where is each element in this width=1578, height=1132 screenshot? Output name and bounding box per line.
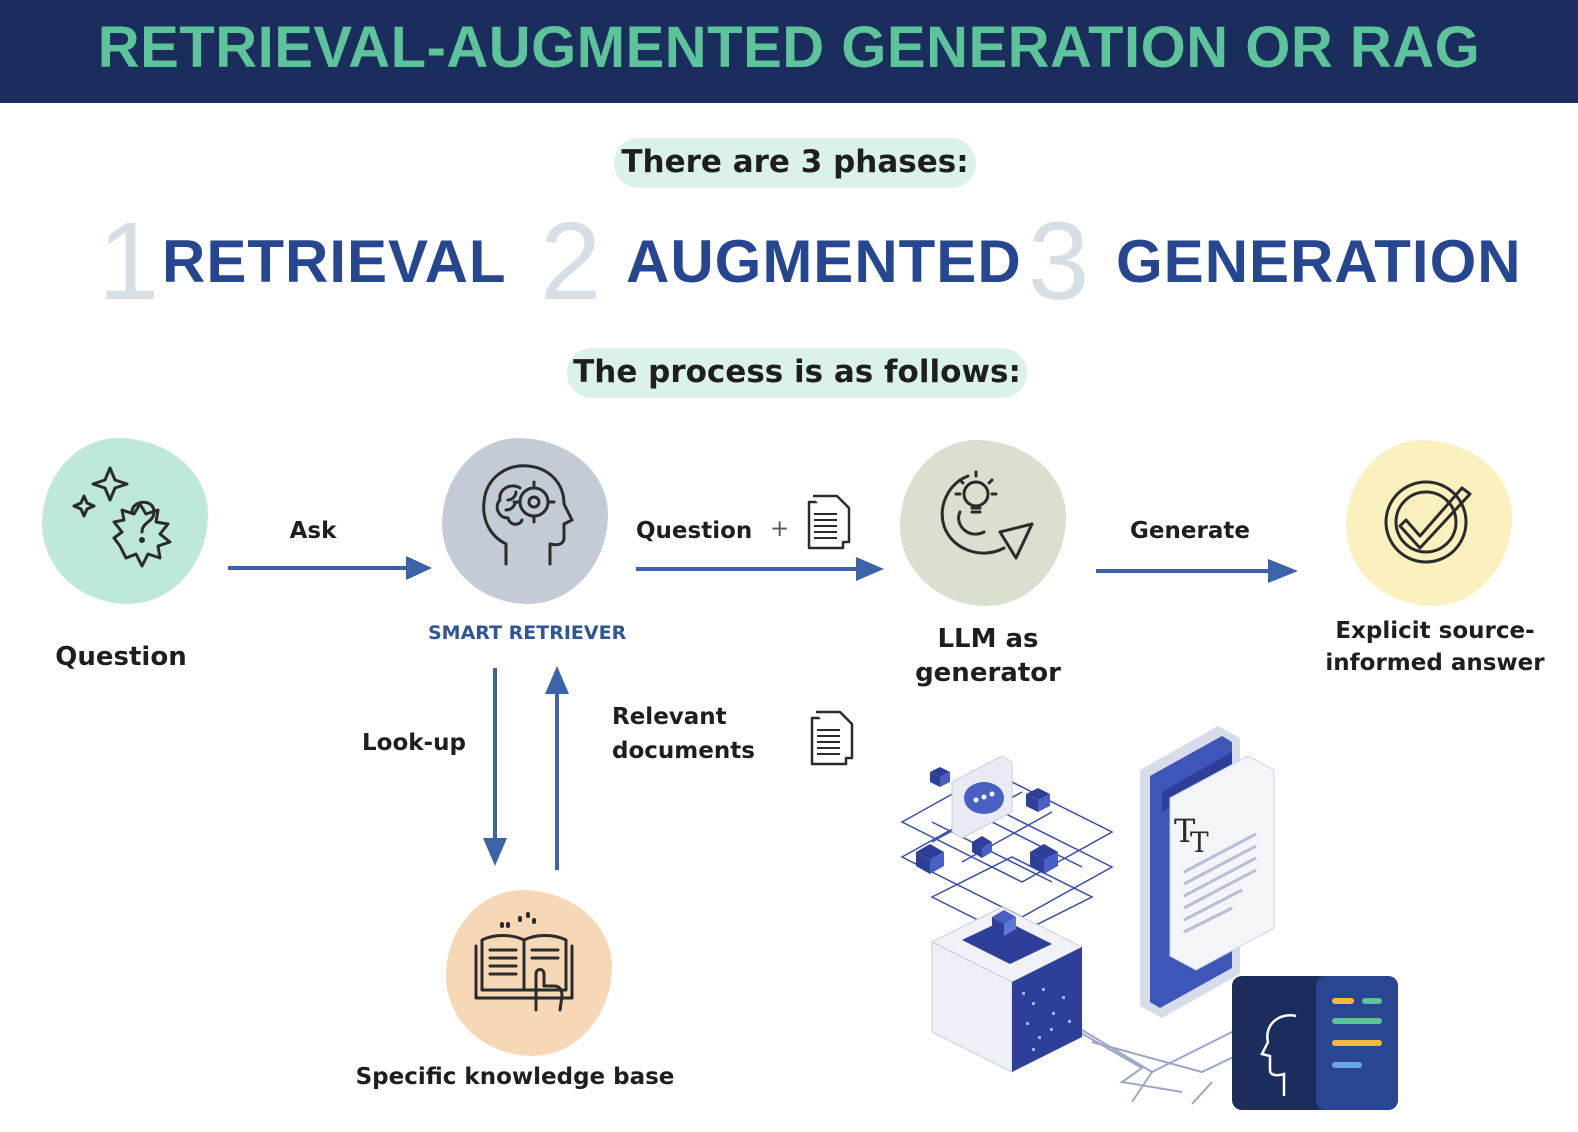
relevant-label-line1: Relevant <box>612 704 727 730</box>
knowledge-label: Specific knowledge base <box>355 1064 675 1090</box>
svg-text:T: T <box>1174 812 1196 850</box>
answer-label-line1: Explicit source- <box>1335 618 1535 644</box>
generate-label: Generate <box>1130 518 1250 544</box>
phase-2-number: 2 <box>540 200 602 323</box>
question-sparkle-icon <box>72 466 172 568</box>
relevant-documents-arrow <box>545 666 569 870</box>
answer-label-line2: informed answer <box>1325 650 1545 676</box>
phase-3-label: GENERATION <box>1116 228 1522 295</box>
page-title: RETRIEVAL-AUGMENTED GENERATION OR RAG <box>97 15 1481 80</box>
title-banner: RETRIEVAL-AUGMENTED GENERATION OR RAG <box>0 0 1578 103</box>
relevant-label-line2: documents <box>612 738 755 764</box>
ask-label: Ask <box>289 518 337 544</box>
answer-blob <box>1346 440 1512 606</box>
lookup-arrow <box>483 668 507 866</box>
isometric-ai-illustration: T T <box>900 726 1398 1110</box>
plus-sign: + <box>770 516 790 542</box>
llm-blob <box>900 440 1066 606</box>
checkmark-circle-icon <box>1384 480 1472 564</box>
document-icon <box>810 710 854 766</box>
process-pill: The process is as follows: <box>567 348 1027 398</box>
phase-3-number: 3 <box>1028 200 1090 323</box>
lookup-label: Look-up <box>362 730 466 756</box>
llm-label-line1: LLM as <box>937 624 1039 654</box>
question-label: Question <box>55 642 187 672</box>
document-icon <box>807 494 851 550</box>
llm-label-line2: generator <box>915 658 1061 688</box>
phase-2-label: AUGMENTED <box>626 228 1022 295</box>
smart-retriever-label: SMART RETRIEVER <box>428 622 627 644</box>
generate-arrow <box>1096 559 1298 583</box>
question-plus-label: Question <box>636 518 753 544</box>
phase-1-label: RETRIEVAL <box>162 228 507 295</box>
phase-1-number: 1 <box>98 200 160 323</box>
ask-arrow <box>228 556 432 580</box>
head-brain-gear-icon <box>482 464 574 566</box>
phases-pill: There are 3 phases: <box>614 138 976 188</box>
lightbulb-refresh-icon <box>940 470 1034 560</box>
question-arrow <box>636 557 884 581</box>
book-pointer-icon <box>474 912 574 1012</box>
svg-text:T: T <box>1190 826 1209 859</box>
